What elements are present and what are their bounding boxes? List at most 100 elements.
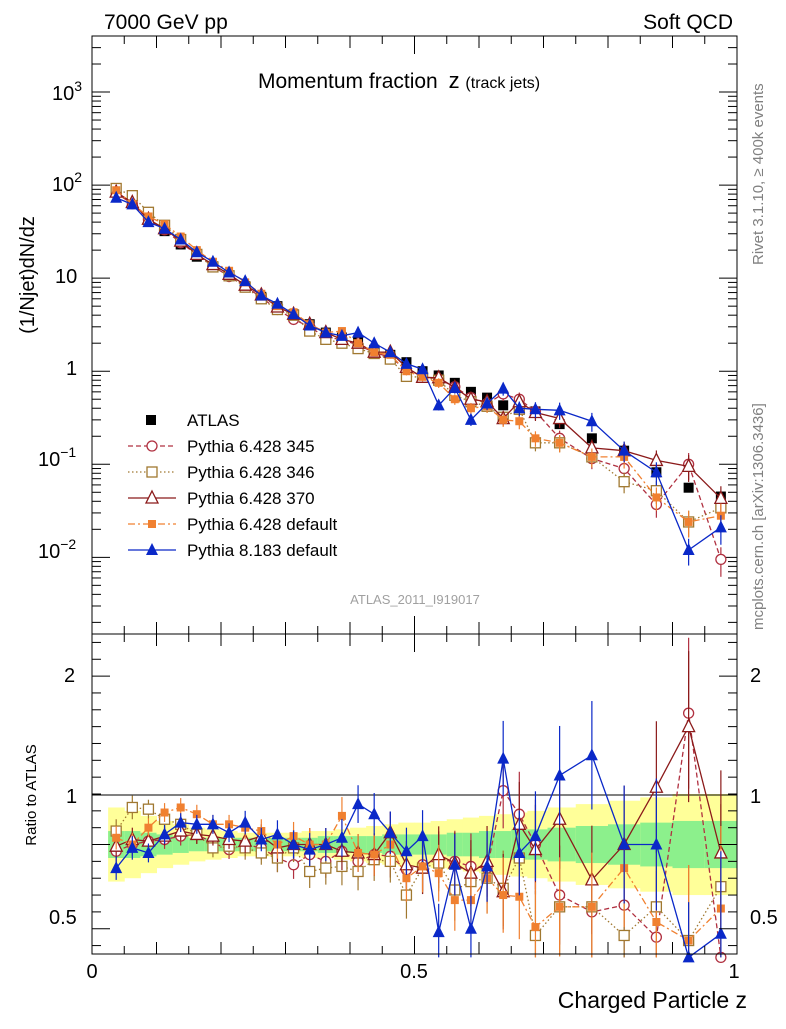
point-atlas xyxy=(586,433,597,444)
ratio-point-p8def xyxy=(682,950,695,963)
point-p8def xyxy=(650,465,663,478)
ratio-point-p370 xyxy=(205,827,220,842)
series-p8def xyxy=(110,190,727,566)
ratio-point-p6def xyxy=(370,850,379,859)
ratio-point-p6def xyxy=(531,923,540,932)
ratio-point-p8def xyxy=(255,832,268,845)
point-p6def xyxy=(354,339,363,348)
point-p8def xyxy=(448,381,461,394)
ratio-point-p346 xyxy=(320,862,332,874)
ratio-point-p6def xyxy=(354,848,363,857)
ratio-axis-ticks xyxy=(92,634,737,954)
ytick-01: 10−1 xyxy=(38,444,76,471)
ytick-1000-exp: 3 xyxy=(74,78,82,94)
point-p6def xyxy=(370,348,379,357)
main-title-text: Momentum fraction xyxy=(258,70,438,93)
point-p6def xyxy=(587,452,596,461)
point-p8def xyxy=(335,328,348,341)
ratio-point-p6def xyxy=(418,862,427,871)
legend-label-p346: Pythia 6.428 346 xyxy=(187,463,315,482)
point-p8def xyxy=(416,362,429,375)
point-p8def xyxy=(585,414,598,427)
point-p8def xyxy=(481,396,494,409)
point-p8def xyxy=(497,381,510,394)
ratio-point-p346 xyxy=(304,865,316,878)
ratio-point-p8def xyxy=(190,817,203,830)
ratio-panel: Ratio to ATLAS 2 1 0.5 2 1 0.5 0 0.5 1 C… xyxy=(23,633,778,1013)
ratio-ytick-left-05: 0.5 xyxy=(49,907,77,929)
point-p6def xyxy=(555,438,564,447)
point-p6def xyxy=(515,417,524,426)
point-p8def xyxy=(714,520,727,533)
main-title: Momentum fraction z (track jets) xyxy=(258,68,540,93)
point-p8def xyxy=(303,318,316,331)
ratio-point-p370 xyxy=(238,832,253,847)
ytick-1000: 103 xyxy=(52,78,82,105)
ratio-ytick-left-1: 1 xyxy=(66,786,77,808)
main-axis-ticks xyxy=(92,35,737,634)
ratio-point-p6def xyxy=(144,823,153,832)
ytick-100: 102 xyxy=(52,169,82,196)
ratio-point-p8def xyxy=(585,748,598,761)
ratio-point-p8def xyxy=(368,807,381,820)
ratio-series-p8def xyxy=(110,701,727,963)
legend-label-atlas: ATLAS xyxy=(187,411,240,430)
point-p8def xyxy=(319,325,332,338)
point-p370 xyxy=(681,457,696,472)
point-p6def xyxy=(402,367,411,376)
band-inner-bin xyxy=(495,831,512,858)
main-title-z: z xyxy=(449,68,460,93)
ytick-1000-base: 10 xyxy=(52,83,74,105)
ratio-point-p8def xyxy=(384,825,397,838)
point-p8def xyxy=(618,443,631,456)
point-atlas xyxy=(498,400,509,411)
ratio-point-p8def xyxy=(497,751,510,764)
ratio-point-p8def xyxy=(618,837,631,850)
point-p8def xyxy=(529,402,542,415)
point-p8def xyxy=(553,403,566,416)
point-p346 xyxy=(618,476,630,488)
ratio-point-p8def xyxy=(513,845,526,858)
ratio-ytick-right-05: 0.5 xyxy=(750,907,778,929)
ratio-point-p8def xyxy=(271,827,284,840)
ytick-001-base: 10 xyxy=(38,541,60,563)
band-inner-bin xyxy=(188,837,206,852)
point-p8def xyxy=(682,542,695,555)
point-p370 xyxy=(713,489,728,505)
y-axis-label: (1/Njet)dN/dz xyxy=(17,216,39,334)
point-p8def xyxy=(174,232,187,245)
ratio-point-p8def xyxy=(142,845,155,858)
legend-label-p6def: Pythia 6.428 default xyxy=(187,515,338,534)
point-p345 xyxy=(715,553,727,566)
ytick-1: 1 xyxy=(66,358,77,380)
point-p8def xyxy=(126,197,139,210)
ratio-point-p8def xyxy=(319,837,332,850)
point-p6def xyxy=(499,415,508,424)
legend-marker-p6def xyxy=(148,520,156,528)
ratio-point-p6def xyxy=(402,874,411,883)
point-p8def xyxy=(271,296,284,309)
legend-marker-p370 xyxy=(144,489,160,504)
ratio-point-p370 xyxy=(681,718,696,733)
ratio-point-p8def xyxy=(432,925,445,938)
ratio-point-p6def xyxy=(515,892,524,901)
point-p8def xyxy=(110,190,123,203)
xtick-05: 0.5 xyxy=(400,961,428,983)
ratio-point-p6def xyxy=(652,918,661,926)
point-p8def xyxy=(352,325,365,338)
point-p6def xyxy=(450,395,459,404)
ratio-point-p8def xyxy=(352,797,365,810)
legend-marker-p8def xyxy=(146,543,158,555)
ratio-point-p8def xyxy=(110,861,123,874)
analysis-label: ATLAS_2011_I919017 xyxy=(350,592,480,607)
point-p8def xyxy=(239,274,252,287)
point-p6def xyxy=(684,517,693,526)
ratio-point-p6def xyxy=(160,808,169,817)
ratio-point-p346 xyxy=(618,929,630,942)
ratio-point-p8def xyxy=(335,830,348,843)
point-p8def xyxy=(513,401,526,414)
ytick-01-base: 10 xyxy=(38,449,60,471)
ratio-point-p346 xyxy=(126,801,138,814)
rivet-label: Rivet 3.1.10, ≥ 400k events xyxy=(750,83,767,265)
